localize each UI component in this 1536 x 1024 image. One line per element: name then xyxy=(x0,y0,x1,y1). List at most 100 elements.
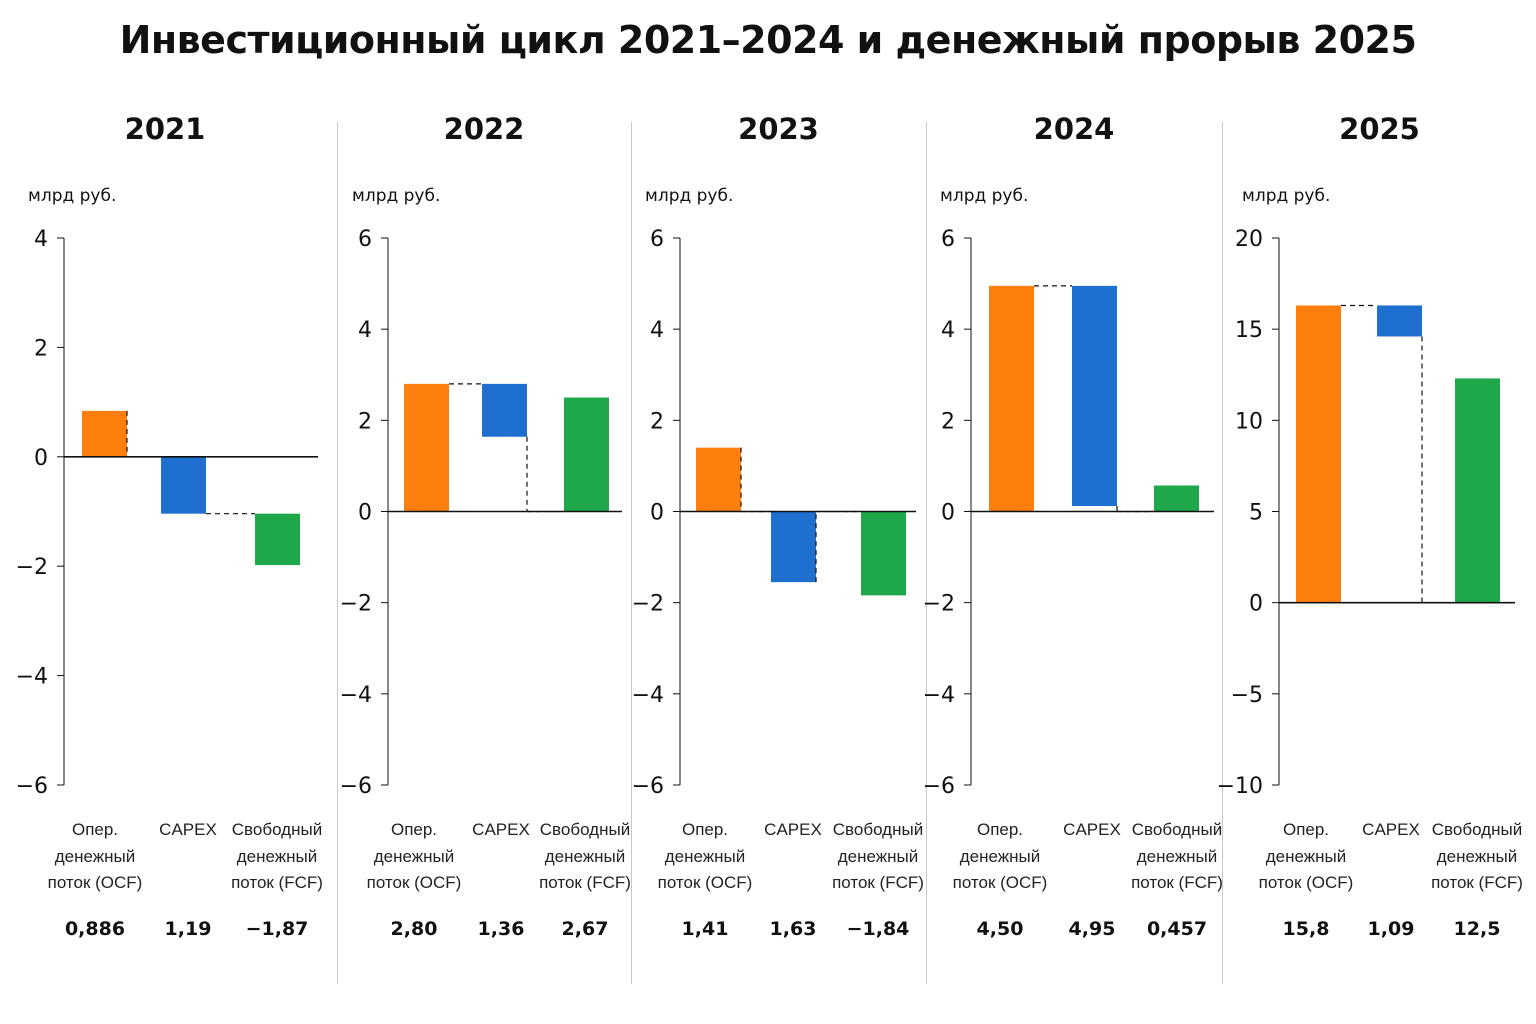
category-label-ocf: Опер. денежный поток (OCF) xyxy=(1258,820,1354,892)
category-label-fcf: Свободный денежный поток (FCF) xyxy=(1431,820,1523,892)
y-tick-label: 0 xyxy=(34,446,48,471)
y-tick-label: 0 xyxy=(1249,592,1263,617)
category-label-fcf: Свободный денежный поток (FCF) xyxy=(539,820,631,892)
bar-ocf xyxy=(82,410,127,457)
bar-capex xyxy=(482,383,527,437)
category-label-capex: CAPEX xyxy=(1063,820,1121,839)
y-tick-label: −2 xyxy=(16,555,48,580)
y-tick-label: 0 xyxy=(941,501,955,526)
value-label-ocf: 1,41 xyxy=(681,918,729,940)
y-tick-label: −4 xyxy=(632,683,664,708)
panel-year-title: 2022 xyxy=(443,112,525,146)
value-label-ocf: 2,80 xyxy=(390,918,438,940)
bar-capex xyxy=(1377,305,1422,337)
value-label-capex: 4,95 xyxy=(1068,918,1116,940)
bar-ocf xyxy=(989,285,1034,512)
y-axis-unit-label: млрд руб. xyxy=(1242,186,1331,206)
value-label-capex: 1,19 xyxy=(164,918,212,940)
y-tick-label: 4 xyxy=(941,318,955,343)
y-tick-label: −6 xyxy=(16,774,48,799)
waterfall-plot: −6 −4 −2 0 2 4 6 xyxy=(340,227,622,799)
chart-title: Инвестиционный цикл 2021–2024 и денежный… xyxy=(119,18,1417,62)
y-tick-label: 6 xyxy=(650,227,664,252)
y-tick-label: 10 xyxy=(1235,409,1263,434)
connector-line xyxy=(526,436,564,513)
y-tick-label: −6 xyxy=(632,774,664,799)
y-tick-label: 2 xyxy=(34,336,48,361)
waterfall-plot: −6 −4 −2 0 2 4 6 xyxy=(632,227,916,799)
y-tick-label: −4 xyxy=(16,665,48,690)
bar-fcf xyxy=(1455,378,1500,603)
y-tick-label: 5 xyxy=(1249,501,1263,526)
panel-separator xyxy=(926,122,927,984)
connector-line xyxy=(740,447,771,513)
y-tick-label: −2 xyxy=(632,592,664,617)
y-axis-unit-label: млрд руб. xyxy=(28,186,117,206)
category-label-capex: CAPEX xyxy=(159,820,217,839)
y-tick-label: −10 xyxy=(1217,774,1263,799)
category-label-fcf: Свободный денежный поток (FCF) xyxy=(1131,820,1223,892)
connector-line xyxy=(815,510,861,583)
bar-fcf xyxy=(564,397,609,512)
y-tick-label: 4 xyxy=(650,318,664,343)
bar-ocf xyxy=(696,447,741,512)
category-label-capex: CAPEX xyxy=(764,820,822,839)
value-label-ocf: 0,886 xyxy=(64,918,126,940)
y-tick-label: −2 xyxy=(340,592,372,617)
category-label-capex: CAPEX xyxy=(472,820,530,839)
bar-fcf xyxy=(255,513,300,566)
connector-line xyxy=(1421,336,1455,604)
value-label-capex: 1,36 xyxy=(477,918,525,940)
y-tick-label: −6 xyxy=(340,774,372,799)
panel-separator xyxy=(337,122,338,984)
y-tick-label: 2 xyxy=(941,409,955,434)
connector-line xyxy=(1116,506,1154,513)
category-label-ocf: Опер. денежный поток (OCF) xyxy=(657,820,753,892)
chart-panel-2024: 2024 млрд руб. −6 −4 −2 0 2 4 6 Опер. денежный… xyxy=(923,100,1223,1010)
y-tick-label: 0 xyxy=(358,501,372,526)
bar-ocf xyxy=(1296,305,1341,603)
y-axis-unit-label: млрд руб. xyxy=(940,186,1029,206)
y-tick-label: −6 xyxy=(923,774,955,799)
value-label-fcf: 0,457 xyxy=(1146,918,1208,940)
y-tick-label: 6 xyxy=(941,227,955,252)
panel-separator xyxy=(1222,122,1223,984)
bar-fcf xyxy=(1154,485,1199,512)
value-label-fcf: −1,84 xyxy=(846,918,910,940)
chart-panel-2022: 2022 млрд руб. −6 −4 −2 0 2 4 6 Опер. денежный… xyxy=(338,100,631,1010)
panel-year-title: 2025 xyxy=(1339,112,1420,146)
bar-fcf xyxy=(861,511,906,596)
y-tick-label: 0 xyxy=(650,501,664,526)
value-label-ocf: 15,8 xyxy=(1282,918,1330,940)
value-label-fcf: 12,5 xyxy=(1453,918,1501,940)
connector-line xyxy=(126,410,161,458)
bar-capex xyxy=(161,456,206,514)
category-label-ocf: Опер. денежный поток (OCF) xyxy=(366,820,462,892)
category-label-fcf: Свободный денежный поток (FCF) xyxy=(832,820,924,892)
y-tick-label: 20 xyxy=(1235,227,1263,252)
y-axis-unit-label: млрд руб. xyxy=(645,186,734,206)
y-tick-label: −5 xyxy=(1231,683,1263,708)
panel-separator xyxy=(631,122,632,984)
panel-year-title: 2024 xyxy=(1033,112,1115,146)
value-label-fcf: −1,87 xyxy=(245,918,309,940)
waterfall-plot: −10 −5 0 5 10 15 20 xyxy=(1217,227,1515,799)
bar-capex xyxy=(1072,285,1117,507)
bar-ocf xyxy=(404,383,449,512)
category-label-ocf: Опер. денежный поток (OCF) xyxy=(952,820,1048,892)
waterfall-plot: −6 −4 −2 0 2 4 6 xyxy=(923,227,1214,799)
y-tick-label: 6 xyxy=(358,227,372,252)
value-label-fcf: 2,67 xyxy=(561,918,609,940)
chart-panel-2023: 2023 млрд руб. −6 −4 −2 0 2 4 6 Опер. денежный… xyxy=(632,100,925,1010)
value-label-capex: 1,09 xyxy=(1367,918,1415,940)
y-tick-label: 2 xyxy=(650,409,664,434)
value-label-capex: 1,63 xyxy=(769,918,817,940)
y-tick-label: 4 xyxy=(358,318,372,343)
chart-panel-2025: 2025 млрд руб. −10 −5 0 5 10 15 20 Опер. денеж… xyxy=(1217,100,1536,1010)
y-axis-unit-label: млрд руб. xyxy=(352,186,441,206)
bar-capex xyxy=(771,511,816,583)
waterfall-plot: −6 −4 −2 0 2 4 xyxy=(16,227,318,799)
chart-panel-2021: 2021 млрд руб. −6 −4 −2 0 2 4 Опер. денежный … xyxy=(0,100,330,1010)
category-label-capex: CAPEX xyxy=(1362,820,1420,839)
y-tick-label: −4 xyxy=(923,683,955,708)
